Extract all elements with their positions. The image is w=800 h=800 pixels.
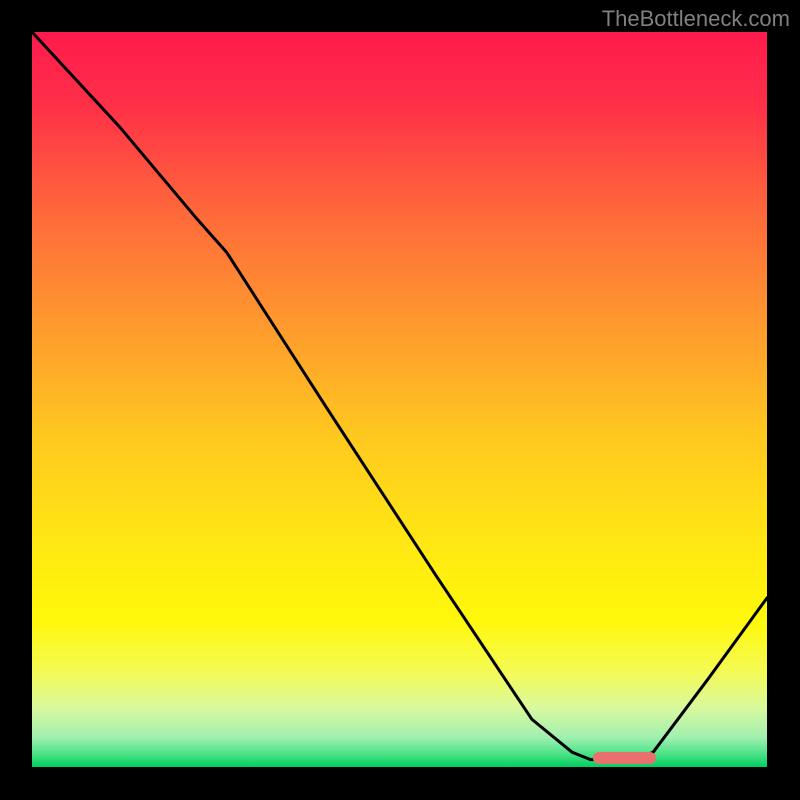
minimum-marker	[593, 752, 655, 764]
chart-container: TheBottleneck.com	[0, 0, 800, 800]
watermark-text: TheBottleneck.com	[602, 6, 790, 32]
bottleneck-curve	[32, 32, 767, 767]
plot-area	[32, 32, 767, 767]
